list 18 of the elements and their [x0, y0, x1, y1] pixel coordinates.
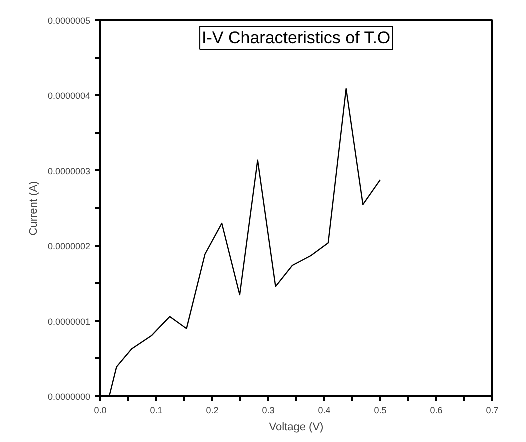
y-tick-label: 0.0000001 [48, 316, 91, 327]
x-tick-label: 0.7 [486, 406, 499, 416]
y-tick-label: 0.0000003 [48, 166, 91, 176]
text: I-V Characteristics of T.O [202, 28, 391, 48]
x-tick-label: 0.3 [262, 406, 275, 416]
x-axis-title: Voltage (V) [269, 422, 324, 434]
y-axis-title: Current (A) [28, 181, 40, 236]
x-tick-label: 0.6 [430, 406, 443, 416]
x-tick-label: 0.5 [374, 406, 387, 416]
x-tick-label: 0.0 [94, 406, 107, 416]
line-series [108, 88, 382, 396]
x-tick-label: 0.4 [318, 406, 331, 416]
x-tick-label: 0.2 [206, 406, 219, 416]
y-tick-label: 0.0000000 [48, 392, 91, 402]
y-tick-label: 0.0000005 [48, 16, 91, 26]
y-tick-label: 0.0000002 [48, 242, 91, 252]
x-tick-label: 0.1 [150, 406, 163, 416]
y-tick-label: 0.0000004 [48, 91, 91, 102]
